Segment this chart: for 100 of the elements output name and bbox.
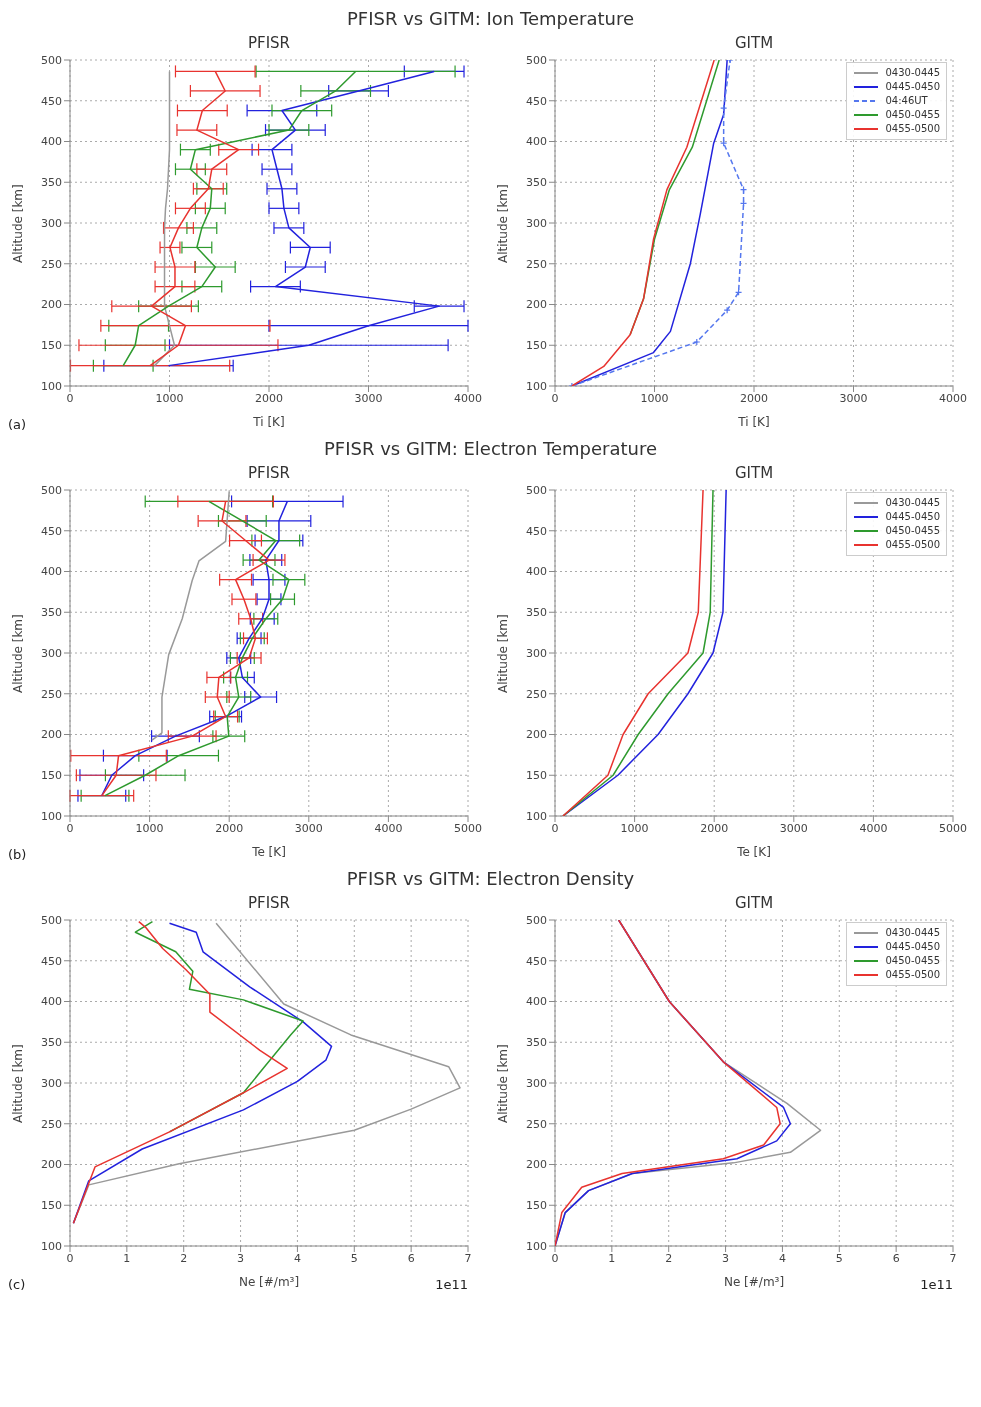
y-tick-label: 250: [41, 1117, 62, 1131]
y-tick-label: 500: [526, 913, 547, 927]
y-tick-label: 250: [526, 687, 547, 701]
x-tick-label: 1000: [135, 821, 164, 835]
x-tick-label: 1000: [640, 391, 669, 405]
chart-title: GITM: [733, 894, 775, 914]
x-tick-label: 6: [407, 1251, 415, 1265]
legend-label: 0445-0450: [885, 510, 940, 524]
y-tick-label: 200: [526, 298, 547, 312]
y-tick-label: 450: [526, 94, 547, 108]
y-axis-title: Altitude [km]: [496, 1044, 511, 1123]
legend-label: 0455-0500: [885, 122, 940, 136]
text: (c): [8, 1277, 26, 1292]
legend-label: 0450-0455: [885, 108, 940, 122]
text: (a): [8, 417, 27, 432]
x-tick-label: 3000: [354, 391, 383, 405]
x-tick-label: 4: [293, 1251, 301, 1265]
y-tick-label: 350: [41, 1036, 62, 1050]
legend-label: 0455-0500: [885, 968, 940, 982]
x-tick-label: 3000: [294, 821, 323, 835]
y-tick-label: 300: [526, 216, 547, 230]
y-tick-label: 450: [526, 954, 547, 968]
y-tick-label: 150: [526, 1199, 547, 1213]
x-tick-label: 0: [66, 391, 74, 405]
x-tick-label: 3: [722, 1251, 730, 1265]
y-tick-label: 250: [41, 257, 62, 271]
legend-label: 0430-0445: [885, 926, 940, 940]
y-axis-title: Altitude [km]: [496, 614, 511, 693]
y-tick-label: 100: [526, 1239, 547, 1253]
x-tick-label: 5: [350, 1251, 358, 1265]
y-tick-label: 300: [526, 1076, 547, 1090]
legend-label: 04:46UT: [885, 94, 928, 108]
y-axis-title: Altitude [km]: [11, 614, 26, 693]
x-tick-label: 2000: [700, 821, 729, 835]
y-tick-label: 500: [526, 483, 547, 497]
y-tick-label: 250: [526, 1117, 547, 1131]
x-tick-label: 5000: [939, 821, 967, 835]
text: 1e11: [435, 1277, 468, 1292]
chart-title: PFISR: [246, 34, 291, 54]
y-tick-label: 400: [526, 135, 547, 149]
y-axis-title: Altitude [km]: [11, 1044, 26, 1123]
x-axis-title: Ne [#/m³]: [238, 1275, 300, 1289]
x-tick-label: 7: [464, 1251, 472, 1265]
y-tick-label: 300: [41, 1076, 62, 1090]
y-axis-title: Altitude [km]: [11, 184, 26, 263]
legend-label: 0450-0455: [885, 954, 940, 968]
x-tick-label: 4: [778, 1251, 786, 1265]
x-tick-label: 2: [180, 1251, 188, 1265]
x-tick-label: 4000: [939, 391, 967, 405]
y-tick-label: 450: [526, 524, 547, 538]
x-tick-label: 4000: [374, 821, 403, 835]
y-tick-label: 450: [41, 94, 62, 108]
chart-title: GITM: [733, 34, 775, 54]
x-tick-label: 0: [551, 391, 559, 405]
y-tick-label: 400: [526, 565, 547, 579]
x-tick-label: 0: [551, 1251, 559, 1265]
y-tick-label: 150: [526, 769, 547, 783]
x-tick-label: 0: [551, 821, 559, 835]
legend-label: 0445-0450: [885, 940, 940, 954]
x-tick-label: 0: [66, 1251, 74, 1265]
x-tick-label: 1: [608, 1251, 616, 1265]
x-tick-label: 2: [665, 1251, 673, 1265]
text: 1e11: [920, 1277, 953, 1292]
legend-label: 0455-0500: [885, 538, 940, 552]
y-tick-label: 150: [41, 339, 62, 353]
text: PFISR vs GITM: Ion Temperature: [346, 8, 635, 31]
legend-label: 0430-0445: [885, 496, 940, 510]
y-tick-label: 150: [41, 1199, 62, 1213]
x-tick-label: 3000: [779, 821, 808, 835]
y-tick-label: 250: [41, 687, 62, 701]
x-tick-label: 3000: [839, 391, 868, 405]
x-axis-title: Ne [#/m³]: [723, 1275, 785, 1289]
x-tick-label: 1000: [620, 821, 649, 835]
x-tick-label: 1000: [155, 391, 184, 405]
chart-title: PFISR: [246, 894, 291, 914]
x-tick-label: 7: [949, 1251, 957, 1265]
y-tick-label: 100: [41, 809, 62, 823]
y-tick-label: 100: [41, 379, 62, 393]
y-tick-label: 100: [526, 809, 547, 823]
y-tick-label: 300: [41, 216, 62, 230]
x-tick-label: 3: [237, 1251, 245, 1265]
y-tick-label: 500: [526, 53, 547, 67]
y-tick-label: 500: [41, 913, 62, 927]
y-tick-label: 350: [41, 176, 62, 190]
x-axis-title: Te [K]: [736, 845, 771, 859]
y-tick-label: 400: [41, 135, 62, 149]
x-tick-label: 4000: [859, 821, 888, 835]
x-tick-label: 2000: [255, 391, 283, 405]
y-tick-label: 350: [526, 1036, 547, 1050]
y-axis-title: Altitude [km]: [496, 184, 511, 263]
chart-title: GITM: [733, 464, 775, 484]
y-tick-label: 250: [526, 257, 547, 271]
text: (b): [8, 847, 27, 862]
y-tick-label: 200: [526, 728, 547, 742]
chart-title: PFISR: [246, 464, 291, 484]
y-tick-label: 150: [526, 339, 547, 353]
x-tick-label: 5000: [454, 821, 482, 835]
y-tick-label: 450: [41, 524, 62, 538]
y-tick-label: 400: [526, 995, 547, 1009]
y-tick-label: 200: [41, 728, 62, 742]
